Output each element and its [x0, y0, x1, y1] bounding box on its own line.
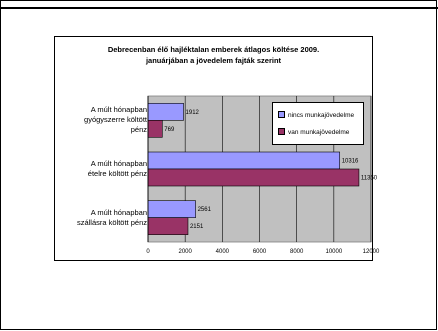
chart-title-line-1: Debrecenban élő hajléktalan emberek átla… [107, 45, 320, 54]
data-label: 11350 [361, 176, 378, 182]
category-label: A múlt hónapban szállásra költött pénz [55, 208, 147, 228]
x-tick-label: 2000 [178, 249, 192, 255]
category-label-line: A múlt hónapban [90, 207, 147, 217]
legend-label-series-2: van munkajövedelme [288, 129, 350, 136]
bar-2 [147, 217, 189, 235]
category-label-line: pénz [130, 125, 147, 135]
chart-area: Debrecenban élő hajléktalan emberek átla… [54, 36, 380, 261]
data-label: 2561 [198, 207, 212, 213]
data-label: 2151 [190, 224, 204, 230]
data-label: 10316 [342, 159, 359, 165]
x-tick-label: 6000 [253, 249, 267, 255]
category-label: A múlt hónapban gyógyszerre költött pénz [55, 105, 147, 135]
x-tick-label: 12000 [363, 249, 380, 255]
chart-legend: nincs munkajövedelme van munkajövedelme [272, 102, 364, 145]
legend-item-series-2: van munkajövedelme [278, 128, 349, 137]
legend-label-series-1: nincs munkajövedelme [288, 112, 355, 119]
category-label-line: ételre költött pénz [87, 169, 147, 178]
x-tick-label: 0 [146, 249, 150, 255]
data-label: 769 [164, 127, 175, 133]
x-tick-label: 10000 [325, 249, 342, 255]
legend-swatch-series-2 [278, 128, 285, 135]
legend-item-series-1: nincs munkajövedelme [278, 111, 354, 120]
bar-1 [147, 200, 196, 218]
category-label-line: A múlt hónapban [90, 159, 147, 168]
bar-chart-svg: 0 2000 4000 6000 8000 10000 12000 1912 769 10316 1… [146, 95, 380, 255]
category-label-line: szállásra költött pénz [76, 217, 147, 227]
x-tick-label: 8000 [290, 249, 304, 255]
top-rule [1, 7, 438, 9]
legend-swatch-series-1 [278, 111, 285, 118]
bar-1 [147, 151, 341, 170]
data-label: 1912 [186, 110, 200, 116]
category-label-line: A múlt hónapban [90, 105, 147, 115]
bar-1 [147, 103, 184, 121]
category-label-line: gyógyszerre költött [84, 115, 147, 125]
bar-2 [147, 168, 360, 187]
bar-2 [147, 120, 163, 138]
x-tick-label: 4000 [216, 249, 230, 255]
chart-title-line-2: januárjában a jövedelem fajták szerint [145, 56, 282, 65]
category-label: A múlt hónapban ételre költött pénz [55, 159, 147, 179]
